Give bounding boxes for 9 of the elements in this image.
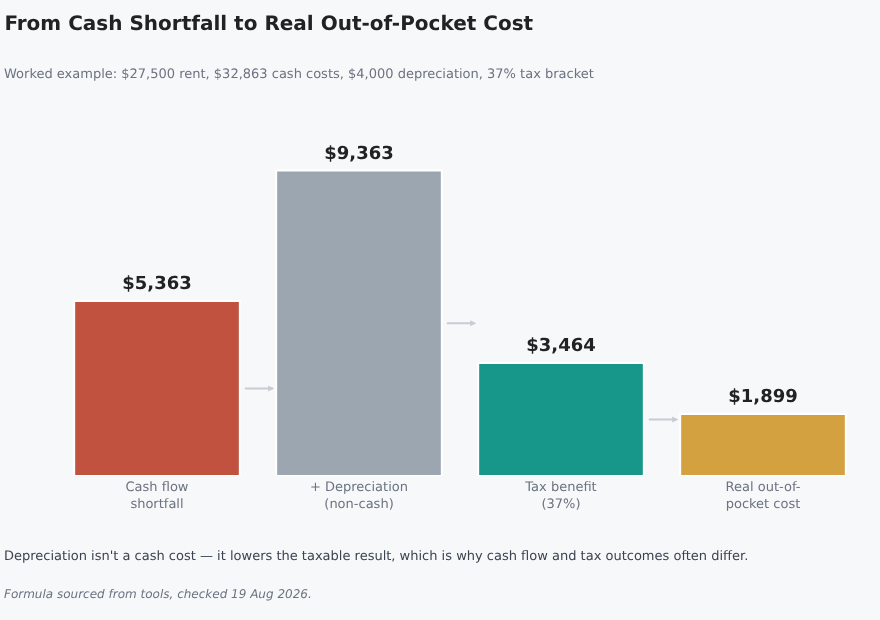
bar [275,169,443,476]
data-label: $5,363 [122,275,192,296]
bar [73,300,241,476]
data-label: $9,363 [324,144,394,165]
bar [679,413,847,476]
chart-title: From Cash Shortfall to Real Out-of-Pocket Cost [4,13,534,36]
bar [477,362,645,476]
data-label: $1,899 [728,388,798,409]
data-label: $3,464 [526,337,596,357]
